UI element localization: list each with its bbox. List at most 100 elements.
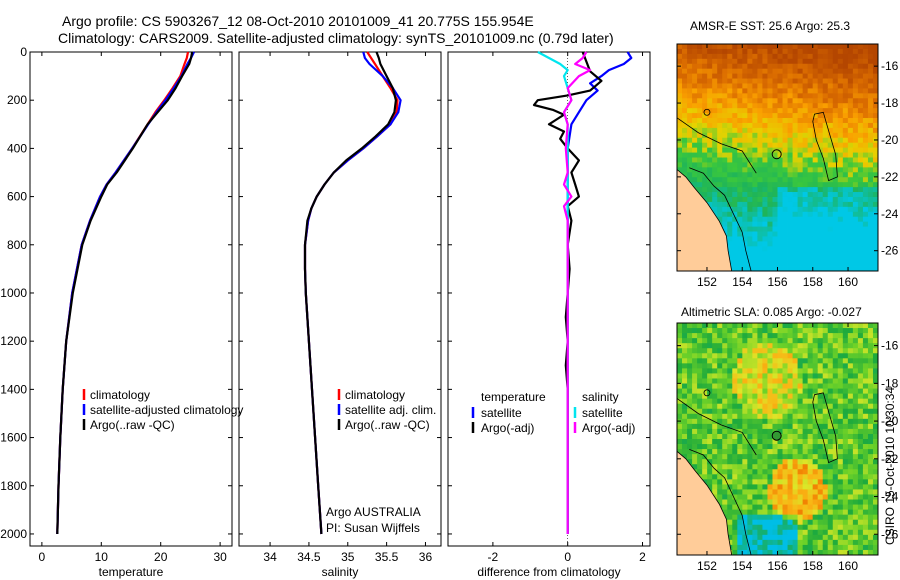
sla_map-cell <box>817 519 824 526</box>
sst_map-cell <box>692 53 698 60</box>
sla_map-cell <box>807 413 814 420</box>
sla_map-cell <box>722 428 728 435</box>
sst_map-cell <box>782 221 788 227</box>
sla_map-cell <box>692 358 698 364</box>
sla_map-cell <box>857 474 864 480</box>
sst_map-cell <box>777 58 783 65</box>
sst_map-cell <box>782 241 788 247</box>
sst_map-cell <box>807 187 814 193</box>
sla_map-cell <box>767 363 773 369</box>
sla_map-cell <box>802 373 809 379</box>
sla_map-cell <box>722 504 728 511</box>
sst_map-cell <box>842 246 849 252</box>
sla_map-cell <box>822 413 829 420</box>
sla_map-cell <box>787 428 793 435</box>
sst_map-cell <box>737 103 743 109</box>
sst_map-cell <box>677 73 683 79</box>
sla_map-cell <box>797 338 804 344</box>
sla_map-cell <box>737 388 743 395</box>
difference-legend-label: Argo(-adj) <box>481 421 534 435</box>
sla_map-cell <box>697 323 703 329</box>
salinity-legend-label: Argo(..raw -QC) <box>345 418 430 432</box>
sla_map-cell <box>762 383 768 389</box>
sla_map-cell <box>767 343 773 349</box>
sla_map-cell <box>757 343 763 349</box>
sla_map-cell <box>782 459 788 465</box>
sst_map-cell <box>782 98 788 104</box>
sla_map-cell <box>767 368 773 374</box>
sst_map-cell <box>687 98 693 104</box>
sst_map-cell <box>792 187 799 193</box>
sla_map-cell <box>827 378 834 384</box>
sst_map-cell <box>822 261 829 267</box>
figure-title-line2: Climatology: CARS2009. Satellite-adjuste… <box>58 30 614 46</box>
sst_map-reef <box>812 111 838 182</box>
sst_map-cell <box>857 93 864 99</box>
sst_map-cell <box>752 162 758 168</box>
sst_map-cell <box>757 127 763 134</box>
sst_map-cell <box>747 206 753 213</box>
sla_map-cell <box>737 433 743 440</box>
sst_map-cell <box>837 206 844 213</box>
sst_map-cell <box>697 78 703 84</box>
sst_map-cell <box>722 118 728 124</box>
sst_map-cell <box>692 113 698 119</box>
sla_map-cell <box>722 484 728 490</box>
sla_map-cell <box>852 393 859 400</box>
sst_map-cell <box>832 196 839 203</box>
sla_map-cell <box>847 449 854 455</box>
sla_map-cell <box>737 504 743 511</box>
sst_map-cell <box>777 241 783 247</box>
sst_map-cell <box>817 201 824 208</box>
sst_map-cell <box>702 113 708 119</box>
sst_map-cell <box>772 58 778 65</box>
sla_map-cell <box>792 524 799 531</box>
sst_map-cell <box>857 157 864 163</box>
sla_map-ytick-label: -18 <box>881 376 899 390</box>
sla_map-cell <box>692 459 698 465</box>
sst_map-contour <box>689 167 752 272</box>
sla_map-cell <box>697 368 703 374</box>
sst_map-cell <box>747 246 753 252</box>
sla_map-cell <box>867 469 874 475</box>
sst_map-cell <box>822 142 829 149</box>
sla_map-cell <box>812 449 819 455</box>
sst_map-cell <box>682 63 688 70</box>
sla_map-cell <box>792 388 799 395</box>
sla_map-cell <box>717 449 723 455</box>
sla_map-cell <box>737 398 743 405</box>
sst_map-cell <box>757 147 763 153</box>
sst_map-cell <box>747 78 753 84</box>
sla_map-cell <box>752 529 758 536</box>
sst_map-cell <box>782 226 788 232</box>
sla_map-cell <box>872 393 879 400</box>
sst_map-cell <box>787 251 793 257</box>
sst_map-cell <box>797 83 804 89</box>
sst_map-cell <box>757 137 763 144</box>
sla_map-cell <box>737 494 743 500</box>
sla_map-cell <box>857 398 864 405</box>
sla_map-cell <box>802 519 809 526</box>
sla_map-cell <box>822 358 829 364</box>
sst_map-cell <box>752 241 758 247</box>
sla_map-cell <box>737 454 743 460</box>
sst_map-cell <box>837 196 844 203</box>
sla_map-cell <box>697 358 703 364</box>
sla_map-cell <box>772 333 778 339</box>
sst_map-cell <box>697 172 703 178</box>
sst_map-cell <box>727 251 733 257</box>
sla_map-cell <box>727 469 733 475</box>
sst_map-cell <box>867 93 874 99</box>
sla_map-cell <box>802 323 809 329</box>
sla_map-cell <box>872 529 879 536</box>
sla_map-cell <box>832 469 839 475</box>
sst_map-cell <box>867 256 874 262</box>
sla_map-cell <box>812 433 819 440</box>
sst_map-cell <box>872 127 879 134</box>
sla_map-cell <box>822 484 829 490</box>
sla_map-cell <box>872 489 879 495</box>
sla_map-cell <box>772 549 778 556</box>
sst_map-cell <box>832 241 839 247</box>
sst_map-cell <box>732 196 738 203</box>
sla_map-cell <box>677 388 683 395</box>
